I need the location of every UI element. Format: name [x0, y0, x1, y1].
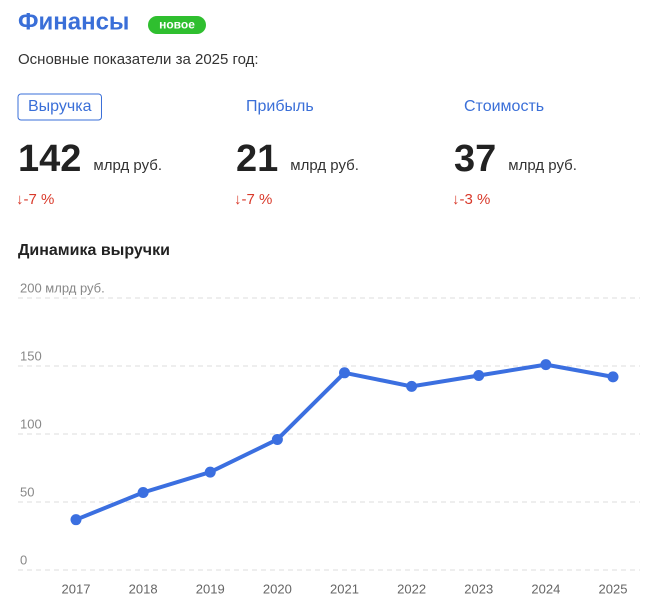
point [70, 514, 82, 526]
metric-tab[interactable]: Прибыль [246, 98, 314, 115]
metric-change: ↓-7 % [234, 191, 272, 208]
metric-value: 21 [236, 138, 278, 180]
x-tick-label: 2022 [397, 581, 426, 596]
x-tick-label: 2020 [263, 581, 292, 596]
x-tick-label: 2019 [196, 581, 225, 596]
point [607, 371, 619, 383]
line [75, 362, 614, 522]
x-tick-label: 2021 [330, 581, 359, 596]
badge: новое [159, 18, 195, 32]
y-tick-label: 150 [20, 348, 42, 363]
metric-value: 142 [18, 138, 81, 180]
metric-unit: млрд руб. [508, 157, 577, 174]
title: Финансы [18, 8, 129, 35]
point [204, 466, 216, 478]
point [339, 367, 350, 379]
metric-tab[interactable]: Стоимость [464, 98, 544, 115]
y-tick-label: 0 [20, 552, 27, 567]
y-tick-label: 50 [20, 484, 34, 499]
y-tick-label: 200 млрд руб. [20, 280, 105, 295]
metric-unit: млрд руб. [290, 157, 359, 174]
metric-change: ↓-7 % [16, 191, 54, 208]
metric-tab-selected[interactable] [17, 93, 102, 121]
subtitle: Основные показатели за 2025 год: [18, 51, 259, 68]
y-tick-label: 100 [20, 416, 42, 431]
x-tick-label: 2017 [62, 581, 91, 596]
x-tick-label: 2025 [599, 581, 628, 596]
metric-unit: млрд руб. [93, 157, 162, 174]
point [473, 370, 485, 382]
point [271, 433, 283, 445]
x-tick-label: 2018 [129, 581, 158, 596]
metric-change: ↓-3 % [452, 191, 490, 208]
x-tick-label: 2023 [464, 581, 493, 596]
point [406, 380, 418, 392]
metric-tab[interactable]: Выручка [28, 98, 92, 115]
point [137, 486, 149, 498]
point [540, 359, 552, 371]
badge-bg [148, 16, 206, 34]
chart-title: Динамика выручки [18, 242, 170, 259]
metric-value: 37 [454, 138, 496, 180]
x-tick-label: 2024 [531, 581, 560, 596]
